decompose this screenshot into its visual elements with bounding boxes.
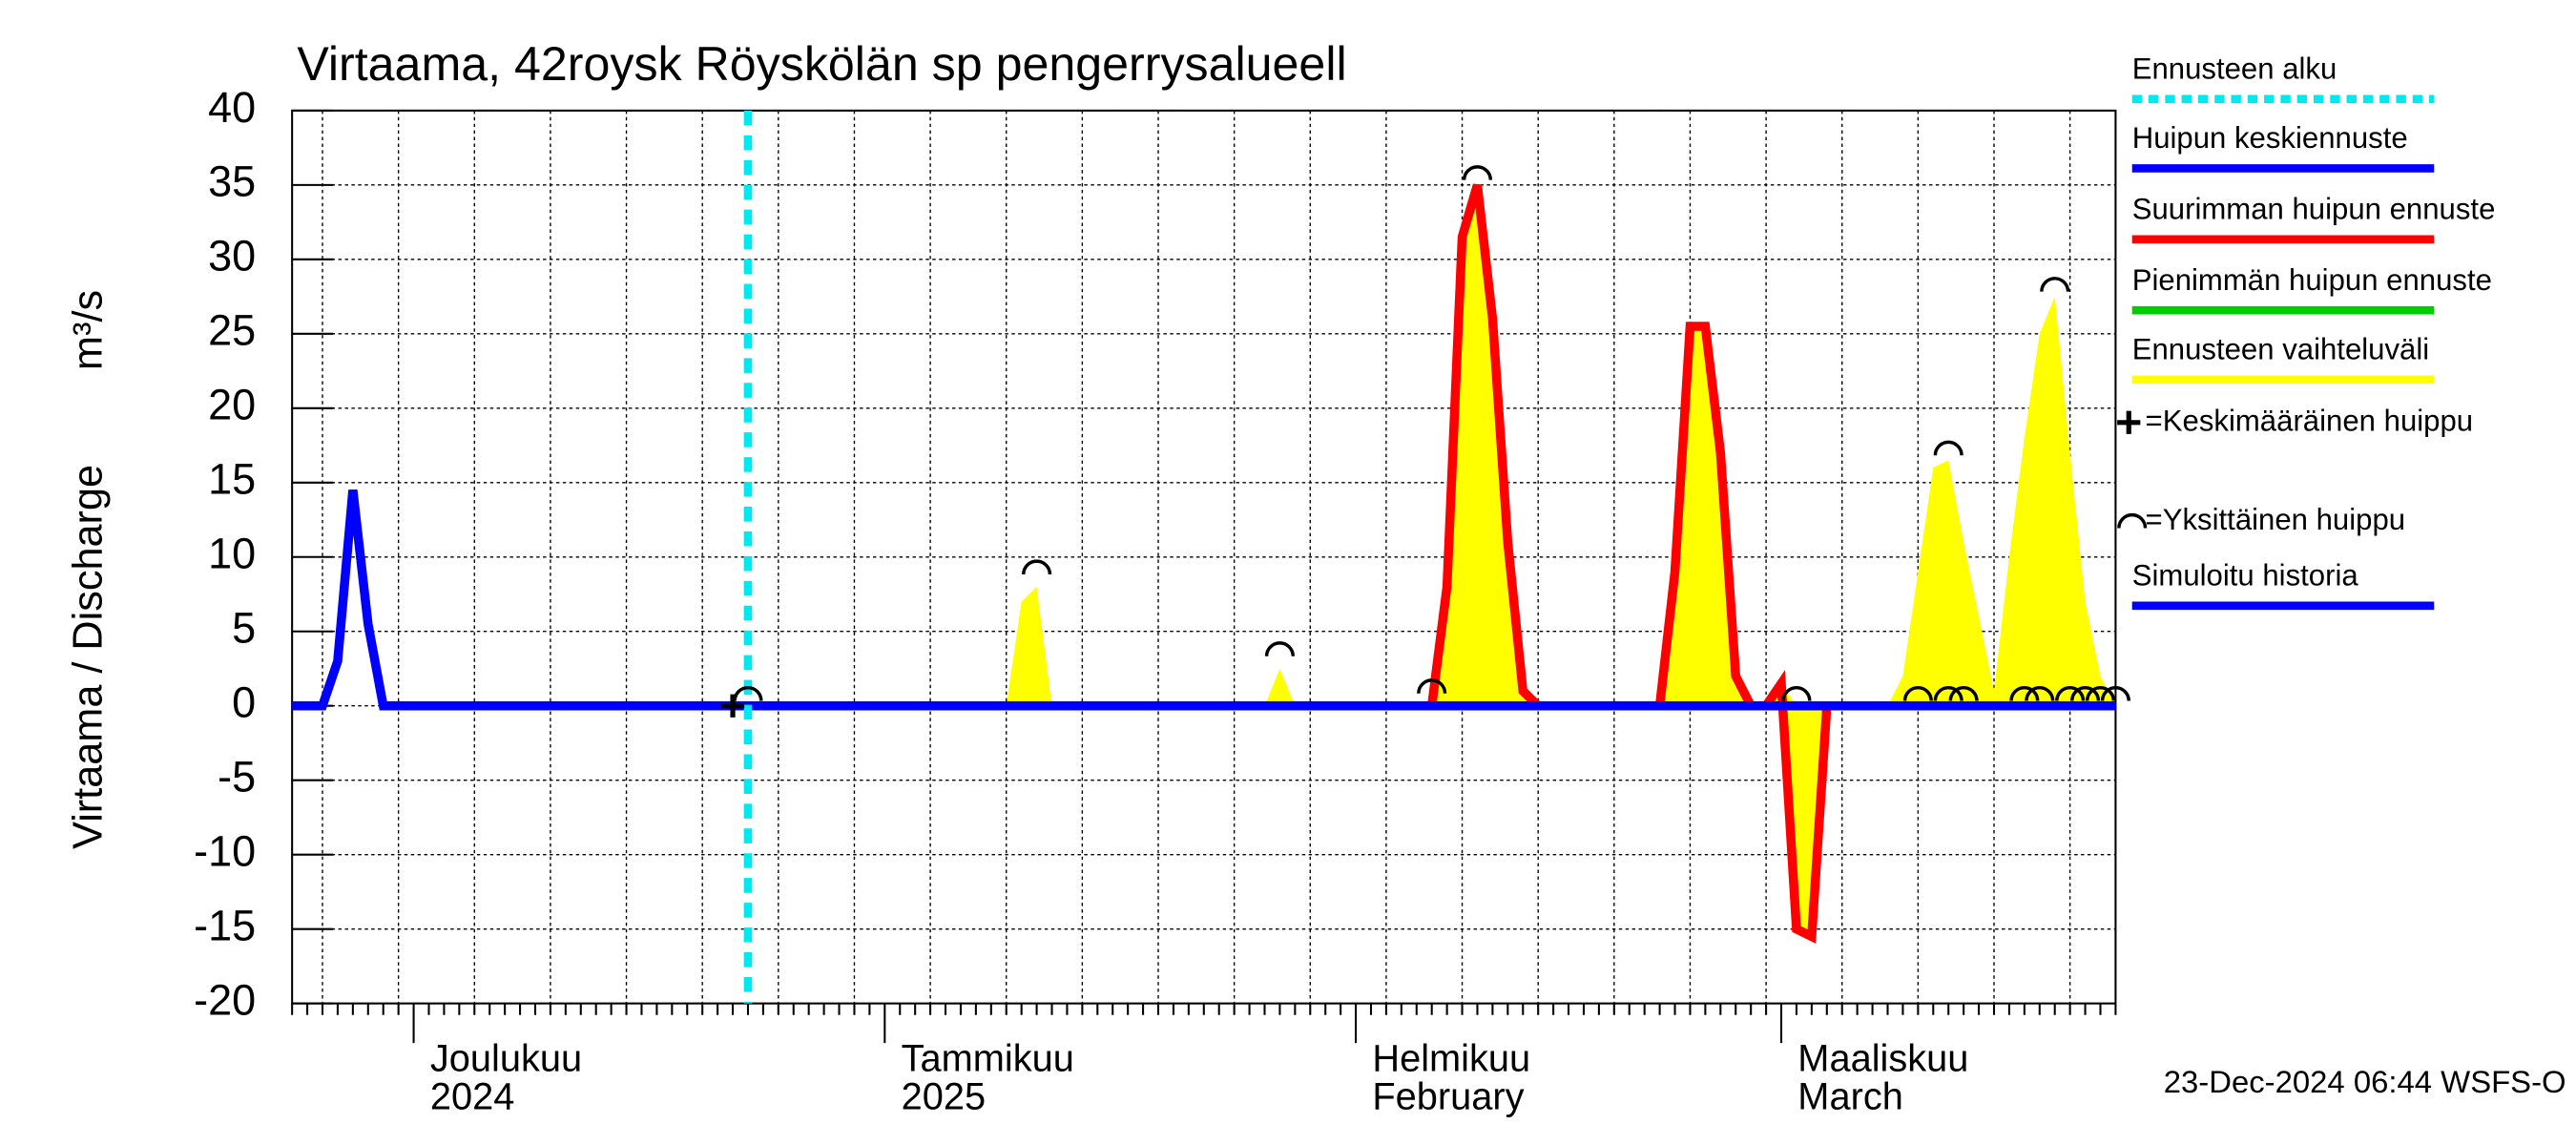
x-tick-label-box: Maaliskuu March [1797, 1039, 1969, 1117]
mean-peak-marker [720, 694, 745, 718]
y-tick-label: 40 [208, 83, 256, 132]
single-peak-marker [1022, 559, 1052, 575]
single-peak-marker [1948, 686, 1979, 701]
single-peak-marker [1933, 686, 1963, 701]
series-line [292, 489, 748, 711]
legend-label: Huipun keskiennuste [2132, 121, 2408, 155]
legend-label: =Yksittäinen huippu [2146, 503, 2406, 536]
timestamp: 23-Dec-2024 06:44 WSFS-O [2164, 1064, 2566, 1099]
single-peak-marker [2100, 686, 2130, 701]
x-tick-label-box: Joulukuu 2024 [429, 1039, 583, 1117]
single-peak-marker [1781, 686, 1812, 701]
y-tick-label: 15 [208, 455, 256, 504]
y-tick-label: -10 [194, 827, 256, 876]
legend-symbol [2117, 513, 2148, 529]
y-tick-label: 5 [232, 604, 256, 653]
legend-label: Pienimmän huipun ennuste [2132, 263, 2492, 297]
single-peak-marker [2009, 686, 2040, 701]
single-peak-marker [2025, 686, 2055, 701]
single-peak-marker [1264, 641, 1295, 656]
single-peak-marker [2085, 686, 2116, 701]
x-tick-label: Joulukuu 2024 [429, 1039, 583, 1117]
y-axis-label: Virtaama / Discharge [66, 465, 112, 849]
y-tick-label: 0 [232, 678, 256, 727]
y-tick-label: -15 [194, 902, 256, 950]
single-peak-marker [1462, 165, 1493, 180]
x-tick-label: Tammikuu 2025 [901, 1039, 1074, 1117]
legend-label: Suurimman huipun ennuste [2132, 193, 2496, 226]
legend-label: Ennusteen vaihteluväli [2132, 333, 2429, 366]
x-tick-label-box: Helmikuu February [1372, 1039, 1531, 1117]
x-tick-label-box: Tammikuu 2025 [901, 1039, 1074, 1117]
x-tick-label: Helmikuu February [1372, 1039, 1531, 1117]
single-peak-marker [733, 686, 763, 701]
single-peak-marker [2069, 686, 2101, 701]
legend-symbol [2117, 410, 2141, 434]
chart-title: Virtaama, 42roysk Röyskölän sp pengerrys… [297, 37, 1346, 91]
y-tick-label: 20 [208, 381, 256, 429]
y-tick-label: 10 [208, 530, 256, 578]
single-peak-marker [1417, 678, 1447, 694]
y-tick-label: 35 [208, 157, 256, 206]
y-tick-label: -5 [218, 753, 256, 802]
y-axis-unit: m³/s [66, 290, 112, 370]
single-peak-marker [2055, 686, 2086, 701]
legend-label: Simuloitu historia [2132, 559, 2359, 593]
single-peak-marker [2040, 277, 2070, 292]
single-peak-marker [1902, 686, 1933, 701]
x-tick-label: Maaliskuu March [1797, 1039, 1969, 1117]
legend-label: Ennusteen alku [2132, 52, 2337, 86]
legend-label: =Keskimääräinen huippu [2145, 406, 2474, 438]
legend-label-box: =Keskimääräinen huippu [2145, 406, 2474, 438]
single-peak-marker [1933, 440, 1963, 456]
y-tick-label: 30 [208, 232, 256, 281]
y-tick-label: -20 [194, 976, 256, 1025]
y-tick-label: 25 [208, 306, 256, 355]
